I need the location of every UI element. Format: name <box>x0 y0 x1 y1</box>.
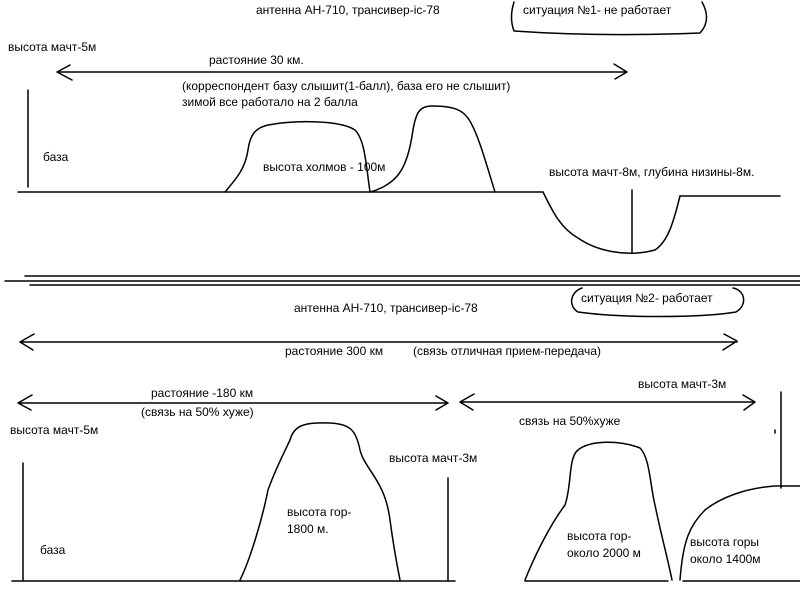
situation2-badge: ситуация №2- работает <box>581 291 713 305</box>
situation2-distance-total-label: растояние 300 км <box>285 344 383 358</box>
situation2-mountain-left <box>239 422 401 581</box>
situation1-lowland <box>542 191 681 254</box>
situation2-total-distance-arrow <box>19 333 738 351</box>
section-divider <box>4 275 800 286</box>
situation2-link-quality-label: (связь отличная прием-передача) <box>413 344 601 358</box>
situation1-distance-arrow <box>56 63 628 81</box>
situation1-base-label: база <box>43 150 69 164</box>
situation2-left-quality-label: (связь на 50% хуже) <box>141 405 254 419</box>
situation1-badge: ситуация №1- не работает <box>523 3 672 17</box>
situation2-base-label: база <box>40 543 66 557</box>
situation1-hill-right <box>369 105 496 193</box>
situation2-mountain1-line1: высота гор- <box>287 505 351 519</box>
situation1-hill-left <box>224 120 371 193</box>
situation2-mountain-middle <box>524 441 673 581</box>
situation2-mast-height-middle: высота мачт-3м <box>389 451 477 465</box>
situation2-distance-left-label: растояние -180 км <box>151 386 253 400</box>
situation1-badge-outline <box>510 1 708 36</box>
situation1-ground-line <box>17 191 781 197</box>
situation2-mountain-right <box>679 485 800 581</box>
situation1-note-line1: (корреспондент базу слышит(1-балл), база… <box>182 79 510 93</box>
situation2-mast-height-left: высота мачт-5м <box>10 423 98 437</box>
situation1-distance-label: растояние 30 км. <box>209 53 304 67</box>
situation2-mountain3-line2: около 1400м <box>690 552 761 566</box>
situation2-mountain1-line2: 1800 м. <box>287 522 329 536</box>
situation2-right-distance-arrow <box>459 393 756 411</box>
situation2-left-distance-arrow <box>17 394 449 411</box>
situation1-hills-label: высота холмов - 100м <box>263 160 385 174</box>
situation2-mountain2-line1: высота гор- <box>567 529 631 543</box>
situation2-header: антенна АН-710, трансивер-ic-78 <box>294 301 478 315</box>
situation2-badge-outline <box>570 287 745 318</box>
situation1-mast-height-left: высота мачт-5м <box>8 40 96 54</box>
situation1-right-label: высота мачт-8м, глубина низины-8м. <box>549 165 754 179</box>
situation2-right-quality-label: связь на 50%хуже <box>519 414 621 428</box>
situation2-mast-height-right: высота мачт-3м <box>638 377 726 391</box>
situation1-header: антенна АН-710, трансивер-ic-78 <box>256 3 440 17</box>
situation1-note-line2: зимой все работало на 2 балла <box>182 95 358 109</box>
situation2-mountain3-line1: высота горы <box>690 535 759 549</box>
situation2-mountain2-line2: около 2000 м <box>567 546 641 560</box>
